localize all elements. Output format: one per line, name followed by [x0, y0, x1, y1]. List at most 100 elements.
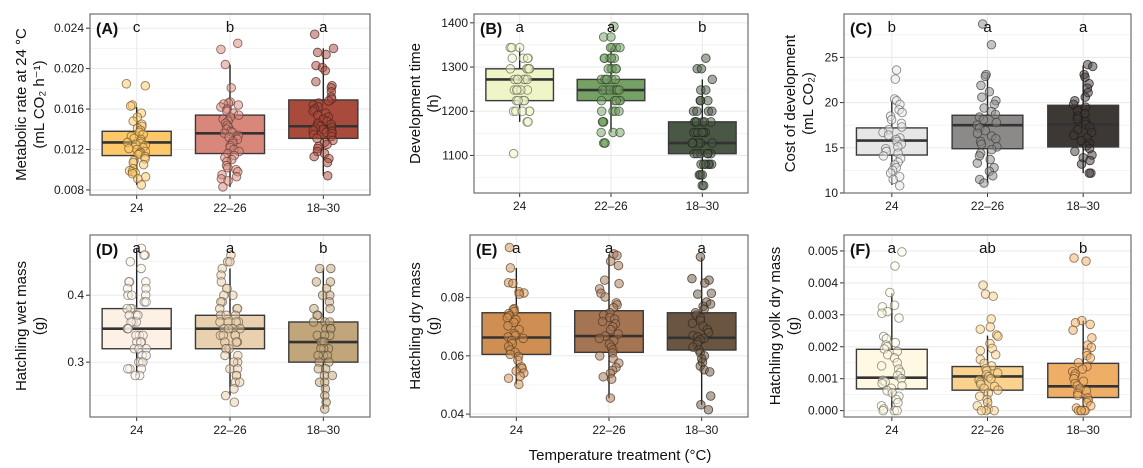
data-point: [696, 400, 706, 410]
x-tick-label: 18–30: [1066, 199, 1100, 213]
x-tick-label: 24: [513, 199, 527, 213]
data-point: [327, 370, 338, 381]
box-22–26: [951, 19, 1024, 188]
data-point: [615, 42, 625, 53]
data-point: [611, 64, 621, 74]
data-point: [606, 53, 617, 63]
data-point: [233, 100, 244, 110]
y-axis-label: Hatchling dry mass(g): [407, 262, 442, 390]
y-tick-label: 1100: [442, 148, 468, 162]
box-24: [101, 243, 172, 381]
data-point: [975, 324, 986, 334]
y-axis-label-line2: (mL CO₂): [800, 72, 817, 135]
data-point: [596, 106, 607, 116]
panel-label: (F): [850, 242, 870, 259]
data-point: [507, 53, 517, 63]
data-point: [975, 345, 986, 356]
data-point: [312, 133, 322, 144]
data-point: [978, 115, 989, 125]
data-point: [1087, 333, 1097, 343]
data-point: [878, 151, 889, 161]
panel-f: 0.000 0.001 0.002 0.003 0.004 0.005 24 a 22–26 ab…: [767, 234, 1132, 437]
data-point: [606, 32, 616, 42]
box-18–30: [288, 29, 359, 181]
x-tick-label: 24: [130, 423, 144, 437]
y-tick-label: 0.04: [441, 407, 465, 421]
data-point: [216, 277, 227, 287]
data-point: [707, 138, 718, 148]
data-point: [890, 261, 900, 271]
data-point: [702, 148, 713, 159]
data-point: [984, 86, 995, 97]
y-tick-label: 25: [825, 50, 839, 64]
data-point: [505, 64, 516, 74]
data-point: [505, 349, 515, 360]
data-point: [613, 329, 623, 339]
data-point: [505, 263, 516, 273]
data-point: [891, 65, 902, 75]
data-point: [322, 171, 333, 181]
data-point: [130, 370, 141, 381]
data-point: [695, 95, 706, 106]
data-point: [606, 374, 617, 384]
data-point: [231, 172, 242, 182]
significance-letter: c: [133, 19, 141, 36]
significance-letter: b: [888, 19, 896, 36]
box-22–26: [951, 280, 1024, 416]
data-point: [136, 263, 146, 274]
y-axis-label-line2: (g): [425, 317, 442, 335]
box-18–30: [1047, 59, 1120, 178]
data-point: [321, 49, 331, 60]
data-point: [883, 130, 894, 140]
data-point: [596, 95, 607, 106]
data-point: [695, 252, 706, 262]
data-point: [596, 127, 606, 138]
data-point: [692, 106, 702, 116]
y-tick-label: 0.008: [54, 183, 84, 197]
data-point: [220, 390, 231, 401]
data-point: [890, 74, 901, 84]
data-point: [140, 172, 151, 182]
data-point: [1073, 390, 1083, 401]
data-point: [985, 322, 996, 332]
significance-letter: a: [1079, 19, 1088, 36]
data-point: [123, 323, 134, 334]
significance-letter: b: [226, 19, 234, 36]
data-point: [128, 116, 138, 126]
box-22–26: [194, 38, 266, 192]
box-body: [485, 68, 555, 102]
panel-label: (E): [476, 242, 497, 259]
data-point: [233, 38, 243, 49]
data-point: [697, 170, 708, 180]
x-tick-label: 18–30: [307, 201, 341, 215]
data-point: [1085, 155, 1095, 166]
data-point: [1076, 159, 1087, 169]
data-point: [1080, 92, 1090, 102]
box-22–26: [576, 21, 646, 148]
x-tick-label: 24: [885, 423, 899, 437]
data-point: [897, 122, 907, 132]
data-point: [989, 405, 999, 416]
data-point: [703, 404, 714, 415]
data-point: [877, 308, 887, 318]
data-point: [308, 317, 319, 327]
data-point: [614, 278, 624, 289]
y-tick-label: 0.08: [441, 291, 465, 305]
y-axis-label-line1: Development time: [407, 43, 424, 164]
y-axis-label: Metabolic rate at 24 °C(mL CO₂ h⁻¹): [13, 28, 48, 181]
data-point: [597, 85, 608, 95]
data-point: [514, 289, 525, 299]
data-point: [687, 318, 698, 328]
significance-letter: a: [888, 240, 897, 257]
significance-letter: a: [319, 19, 328, 36]
data-point: [876, 361, 887, 371]
data-point: [138, 159, 149, 170]
y-tick-label: 20: [825, 96, 839, 110]
y-tick-label: 0.06: [441, 349, 465, 363]
data-point: [233, 110, 244, 120]
data-point: [877, 378, 887, 389]
significance-letter: ab: [979, 240, 996, 257]
plot-border: [843, 234, 1132, 418]
data-point: [141, 297, 151, 307]
data-point: [1077, 364, 1088, 374]
